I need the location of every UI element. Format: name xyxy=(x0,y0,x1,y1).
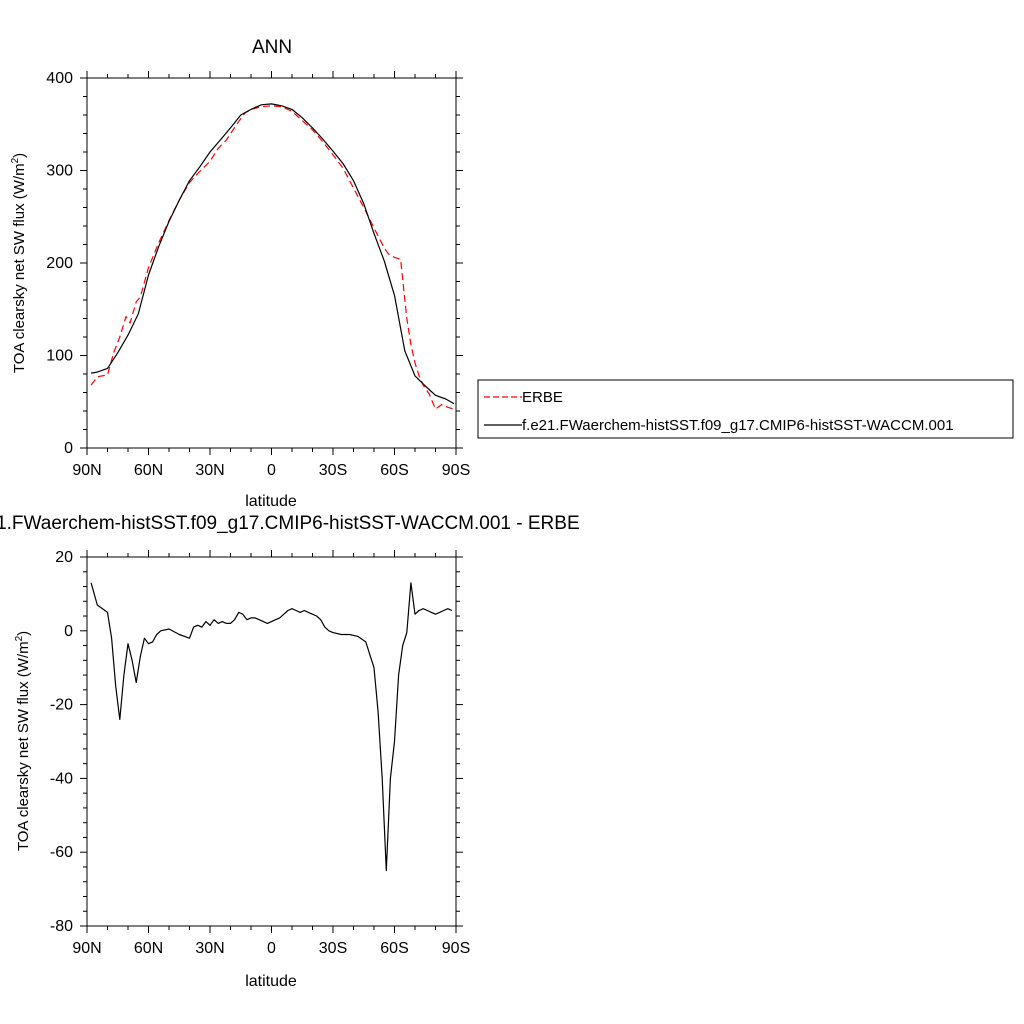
panel2-y-tick-label: 20 xyxy=(55,549,73,566)
panel2-plot-area: 90N 60N 30N 0 30S 60S 90S -80 -60 -40 -20 0 20 xyxy=(50,549,470,957)
panel1-x-tick-label: 90S xyxy=(442,462,470,479)
legend-box xyxy=(477,379,1014,439)
annual-mean-panel: ANN 90N 60N 30N 0 30S 60S 90S 0 100 200 300 400 TOA… xyxy=(10,37,470,510)
panel1-x-axis-label: latitude xyxy=(245,493,297,510)
panel2-x-tick-label: 90N xyxy=(72,940,101,957)
panel1-x-tick-label: 60N xyxy=(134,462,163,479)
legend-label-erbe: ERBE xyxy=(522,389,563,406)
panel2-frame xyxy=(86,556,457,927)
panel1-series-line-2 xyxy=(91,103,455,405)
panel2-y-tick-label: -80 xyxy=(50,918,73,935)
panel2-x-tick-label: 30N xyxy=(195,940,224,957)
panel2-title: f.e21.FWaerchem-histSST.f09_g17.CMIP6-hi… xyxy=(0,513,580,534)
panel2-series-line-1 xyxy=(90,582,453,872)
panel1-x-tick-label: 90N xyxy=(72,462,101,479)
panel1-y-tick-label: 400 xyxy=(46,70,73,87)
panel1-y-axis-label: TOA clearsky net SW flux (W/m2) xyxy=(10,153,28,373)
panel2-y-tick-label: -60 xyxy=(50,844,73,861)
legend-label-model: f.e21.FWaerchem-histSST.f09_g17.CMIP6-hi… xyxy=(522,417,954,434)
panel1-series-line-1 xyxy=(90,105,455,410)
panel2-x-tick-label: 60S xyxy=(380,940,408,957)
panel2-x-tick-label: 0 xyxy=(267,940,276,957)
panel1-title: ANN xyxy=(252,37,292,58)
panel2-x-tick-label: 90S xyxy=(442,940,470,957)
panel2-y-axis-label: TOA clearsky net SW flux (W/m2) xyxy=(14,631,32,851)
panel1-x-tick-label: 30S xyxy=(319,462,347,479)
panel2-y-tick-label: -40 xyxy=(50,770,73,787)
panel2-x-tick-label: 30S xyxy=(319,940,347,957)
panel1-y-tick-label: 300 xyxy=(46,163,73,180)
difference-panel: f.e21.FWaerchem-histSST.f09_g17.CMIP6-hi… xyxy=(0,513,580,990)
panel1-y-tick-label: 100 xyxy=(46,348,73,365)
panel1-plot-area: 90N 60N 30N 0 30S 60S 90S 0 100 200 300 400 xyxy=(46,70,470,479)
panel1-x-tick-label: 60S xyxy=(380,462,408,479)
panel1-x-tick-label: 0 xyxy=(267,462,276,479)
panel2-x-axis-label: latitude xyxy=(245,973,297,990)
legend: ERBE f.e21.FWaerchem-histSST.f09_g17.CMI… xyxy=(477,379,1014,439)
panel1-y-tick-label: 0 xyxy=(64,440,73,457)
panel2-y-tick-label: -20 xyxy=(50,697,73,714)
panel2-x-tick-label: 60N xyxy=(134,940,163,957)
panel1-x-tick-label: 30N xyxy=(195,462,224,479)
panel1-y-tick-label: 200 xyxy=(46,255,73,272)
panel2-y-tick-label: 0 xyxy=(64,623,73,640)
